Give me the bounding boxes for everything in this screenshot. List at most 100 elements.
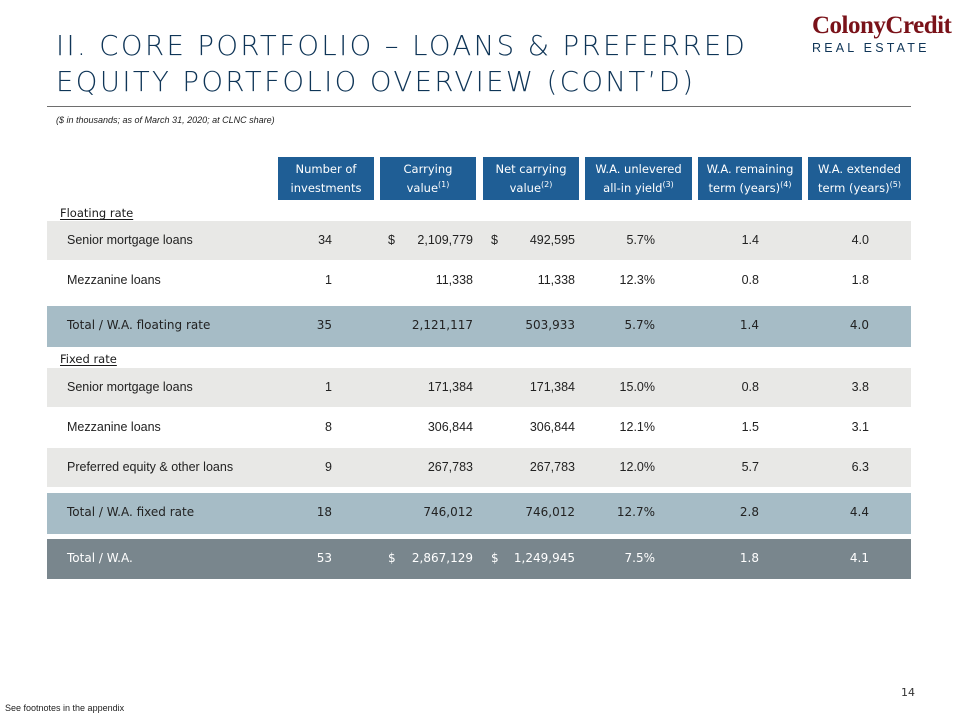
cell-extended-term: 6.3 <box>851 460 869 474</box>
cell-number: 8 <box>325 420 332 434</box>
cell-yield: 15.0% <box>619 380 655 394</box>
cell-yield: 5.7% <box>624 318 656 332</box>
footnote-ref: (4) <box>780 179 792 189</box>
table-row-subtotal: Total / W.A. floating rate 35 2,121,117 … <box>47 306 911 347</box>
logo-tagline: REAL ESTATE <box>812 41 930 55</box>
currency-symbol: $ <box>388 551 396 565</box>
cell-number: 53 <box>316 551 332 565</box>
cell-remaining-term: 1.8 <box>739 551 759 565</box>
cell-carrying-value: 2,109,779 <box>417 233 473 247</box>
header-line2: value <box>406 180 439 195</box>
logo-wordmark: ColonyCredit <box>812 12 952 39</box>
header-wa-unlevered-yield: W.A. unlevered all-in yield(3) <box>585 157 692 200</box>
table-row: Senior mortgage loans 34 $ 2,109,779 $ 4… <box>47 221 911 260</box>
cell-number: 18 <box>316 505 332 519</box>
header-line1: W.A. remaining <box>706 161 794 176</box>
cell-number: 1 <box>325 273 332 287</box>
footnote-ref: (3) <box>662 179 674 189</box>
cell-number: 35 <box>316 318 332 332</box>
cell-net-carrying-value: 267,783 <box>529 460 575 474</box>
cell-number: 34 <box>318 233 332 247</box>
header-line2: term (years) <box>708 180 781 195</box>
header-line2: value <box>509 180 542 195</box>
currency-symbol: $ <box>491 233 498 247</box>
cell-net-carrying-value: 1,249,945 <box>513 551 575 565</box>
table-row-subtotal: Total / W.A. fixed rate 18 746,012 746,0… <box>47 493 911 534</box>
cell-carrying-value: 267,783 <box>427 460 473 474</box>
cell-yield: 7.5% <box>624 551 656 565</box>
header-line1: Number of <box>295 161 357 176</box>
cell-remaining-term: 1.4 <box>741 233 759 247</box>
footnote-ref: (2) <box>541 179 553 189</box>
page-title: II. Core Portfolio – Loans & Preferred E… <box>56 30 748 98</box>
row-label: Senior mortgage loans <box>67 233 193 247</box>
row-label: Senior mortgage loans <box>67 380 193 394</box>
cell-carrying-value: 746,012 <box>423 505 473 519</box>
section-floating-rate: Floating rate <box>60 206 134 220</box>
header-carrying-value: Carrying value(1) <box>380 157 476 200</box>
row-label: Mezzanine loans <box>67 420 161 434</box>
header-line1: W.A. extended <box>818 161 901 176</box>
cell-carrying-value: 2,121,117 <box>411 318 473 332</box>
cell-number: 1 <box>325 380 332 394</box>
cell-extended-term: 4.1 <box>849 551 869 565</box>
company-logo: ColonyCredit REAL ESTATE <box>812 12 952 55</box>
header-line1: Carrying <box>403 161 453 176</box>
row-label: Preferred equity & other loans <box>67 460 234 474</box>
cell-carrying-value: 2,867,129 <box>411 551 473 565</box>
table-subtitle: ($ in thousands; as of March 31, 2020; a… <box>56 115 275 125</box>
cell-extended-term: 3.1 <box>851 420 869 434</box>
cell-remaining-term: 1.5 <box>741 420 759 434</box>
row-label: Total / W.A. <box>67 551 133 565</box>
cell-net-carrying-value: 492,595 <box>529 233 575 247</box>
row-label: Total / W.A. fixed rate <box>67 505 195 519</box>
cell-remaining-term: 5.7 <box>741 460 759 474</box>
row-label: Total / W.A. floating rate <box>67 318 211 332</box>
header-net-carrying-value: Net carrying value(2) <box>483 157 579 200</box>
table-row: Preferred equity & other loans 9 267,783… <box>47 448 911 487</box>
cell-carrying-value: 11,338 <box>435 273 473 287</box>
cell-net-carrying-value: 306,844 <box>529 420 575 434</box>
footnote-ref: (1) <box>438 179 450 189</box>
cell-number: 9 <box>325 460 332 474</box>
header-line2: all-in yield <box>603 180 663 195</box>
cell-remaining-term: 0.8 <box>741 380 759 394</box>
cell-yield: 5.7% <box>626 233 656 247</box>
footnote-text: See footnotes in the appendix <box>5 703 125 713</box>
section-fixed-rate: Fixed rate <box>60 352 117 366</box>
footnote-ref: (5) <box>889 179 901 189</box>
header-number-of-investments: Number of investments <box>278 157 374 200</box>
header-line2: investments <box>290 180 362 195</box>
cell-yield: 12.7% <box>616 505 655 519</box>
page-number: 14 <box>901 686 915 699</box>
cell-net-carrying-value: 11,338 <box>537 273 575 287</box>
cell-extended-term: 4.0 <box>851 233 869 247</box>
row-label: Mezzanine loans <box>67 273 161 287</box>
cell-yield: 12.0% <box>619 460 655 474</box>
cell-yield: 12.1% <box>619 420 655 434</box>
header-line1: Net carrying <box>495 161 567 176</box>
table-row: Mezzanine loans 8 306,844 306,844 12.1% … <box>47 408 911 447</box>
table-row-grand-total: Total / W.A. 53 $ 2,867,129 $ 1,249,945 … <box>47 539 911 579</box>
table-row: Mezzanine loans 1 11,338 11,338 12.3% 0.… <box>47 261 911 300</box>
currency-symbol: $ <box>491 551 499 565</box>
cell-net-carrying-value: 503,933 <box>525 318 575 332</box>
cell-remaining-term: 0.8 <box>741 273 759 287</box>
cell-yield: 12.3% <box>619 273 655 287</box>
header-line2: term (years) <box>818 180 890 195</box>
cell-net-carrying-value: 746,012 <box>525 505 575 519</box>
cell-remaining-term: 2.8 <box>739 505 759 519</box>
title-divider <box>47 106 911 107</box>
cell-extended-term: 1.8 <box>851 273 869 287</box>
cell-net-carrying-value: 171,384 <box>529 380 575 394</box>
header-wa-remaining-term: W.A. remaining term (years)(4) <box>698 157 802 200</box>
cell-extended-term: 3.8 <box>851 380 869 394</box>
table-row: Senior mortgage loans 1 171,384 171,384 … <box>47 368 911 407</box>
cell-extended-term: 4.0 <box>849 318 869 332</box>
cell-extended-term: 4.4 <box>849 505 869 519</box>
cell-remaining-term: 1.4 <box>739 318 759 332</box>
currency-symbol: $ <box>388 233 395 247</box>
header-wa-extended-term: W.A. extended term (years)(5) <box>808 157 911 200</box>
cell-carrying-value: 306,844 <box>427 420 473 434</box>
header-line1: W.A. unlevered <box>595 161 682 176</box>
